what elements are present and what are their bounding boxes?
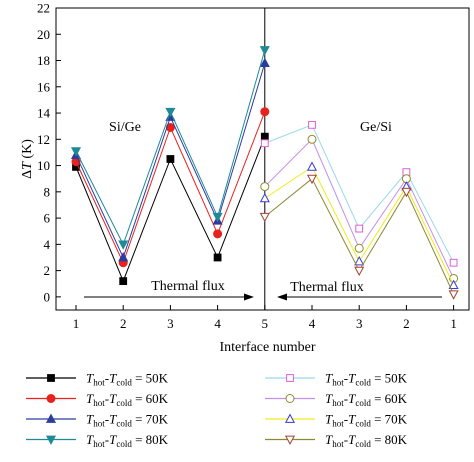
data-point [259, 57, 270, 68]
thermal-flux-label-left: Thermal flux [151, 279, 224, 294]
series-gesi-60k [260, 134, 459, 283]
x-tick-label: 3 [167, 316, 174, 331]
legend-marker [45, 435, 57, 445]
legend-marker [285, 394, 295, 403]
legend-label: Thot-Tcold = 60K [86, 391, 169, 408]
data-point [259, 212, 270, 223]
y-tick-label: 4 [44, 237, 51, 252]
x-tick-label: 2 [120, 316, 127, 331]
y-tick-label: 20 [37, 27, 50, 42]
legend-marker [45, 413, 57, 423]
y-tick-label: 12 [37, 132, 50, 147]
y-tick-label: 8 [44, 184, 51, 199]
legend-entry: Thot-Tcold = 80K [265, 432, 408, 449]
data-point [119, 277, 128, 286]
legend-marker [46, 394, 56, 403]
region-label-gesi: Ge/Si [360, 120, 392, 135]
y-tick-label: 18 [37, 53, 50, 68]
thermal-flux-arrowhead-left [244, 293, 254, 301]
series-line [75, 111, 266, 265]
data-point [306, 161, 318, 171]
legend-marker [284, 413, 296, 423]
legend-entry: Thot-Tcold = 60K [26, 391, 169, 408]
series-gesi-80k [259, 174, 459, 300]
legend-entry: Thot-Tcold = 50K [265, 371, 408, 388]
legend-entry: Thot-Tcold = 60K [265, 391, 408, 408]
data-point [448, 279, 459, 289]
y-tick-label: 0 [44, 289, 51, 304]
data-point [355, 224, 364, 233]
data-point [307, 134, 317, 144]
x-axis-title: Interface number [220, 340, 316, 355]
data-point [354, 266, 365, 277]
legend-marker [286, 374, 294, 382]
series-sige-80k [70, 46, 270, 250]
plot-frame [55, 7, 470, 311]
data-point [449, 258, 458, 267]
data-point [306, 174, 318, 185]
data-point [212, 212, 223, 223]
y-tick-label: 2 [44, 263, 51, 278]
legend-label: Thot-Tcold = 70K [325, 412, 408, 429]
y-tick-label: 22 [37, 1, 50, 16]
legend-label: Thot-Tcold = 70K [86, 412, 169, 429]
legend-label: Thot-Tcold = 60K [325, 391, 408, 408]
x-tick-label: 3 [356, 316, 363, 331]
legend: Thot-Tcold = 50K Thot-Tcold = 60K Thot-Tco… [26, 371, 408, 449]
legend-label: Thot-Tcold = 50K [325, 371, 408, 388]
y-tick-label: 16 [37, 79, 51, 94]
legend-marker [284, 435, 296, 445]
data-point [259, 46, 270, 56]
data-point [260, 182, 270, 192]
thermal-flux-arrowhead-right [277, 293, 287, 301]
series-gesi-70k [259, 161, 459, 289]
x-tick-label: 4 [214, 316, 221, 331]
data-point [448, 290, 459, 300]
series-gesi-50k [260, 120, 458, 267]
series-line [264, 177, 455, 295]
data-point [354, 255, 365, 266]
legend-label: Thot-Tcold = 80K [325, 432, 408, 449]
thermal-flux-label-right: Thermal flux [290, 280, 363, 295]
legend-entry: Thot-Tcold = 70K [26, 412, 169, 429]
legend-label: Thot-Tcold = 50K [86, 371, 169, 388]
legend-entry: Thot-Tcold = 70K [265, 412, 408, 429]
data-point [118, 252, 129, 262]
data-point [260, 107, 270, 117]
x-tick-label: 4 [309, 316, 316, 331]
x-tick-label: 1 [450, 316, 457, 331]
legend-entry: Thot-Tcold = 50K [26, 371, 169, 388]
data-point [213, 229, 223, 239]
data-point [401, 187, 412, 198]
y-tick-label: 10 [37, 158, 50, 173]
data-point [166, 155, 175, 163]
data-point [260, 132, 269, 141]
data-point [308, 120, 316, 129]
legend-label: Thot-Tcold = 80K [86, 432, 169, 449]
x-tick-label: 1 [73, 316, 80, 331]
series-sige-50k [72, 132, 269, 286]
series-sige-60k [71, 107, 270, 268]
data-point [259, 192, 270, 203]
legend-entry: Thot-Tcold = 80K [26, 432, 169, 449]
x-tick-label: 5 [262, 316, 269, 331]
data-point [165, 107, 176, 118]
region-label-sige: Si/Ge [109, 120, 141, 135]
y-axis-title: ΔT (K) [20, 139, 35, 179]
data-point [118, 240, 129, 250]
x-tick-label: 2 [403, 316, 410, 331]
data-point [260, 139, 269, 148]
y-tick-label: 14 [37, 106, 51, 121]
data-point [354, 243, 364, 253]
data-point [213, 253, 222, 262]
legend-marker [47, 374, 55, 382]
y-tick-label: 6 [44, 211, 51, 226]
data-point [70, 147, 82, 157]
series-line [75, 49, 266, 246]
